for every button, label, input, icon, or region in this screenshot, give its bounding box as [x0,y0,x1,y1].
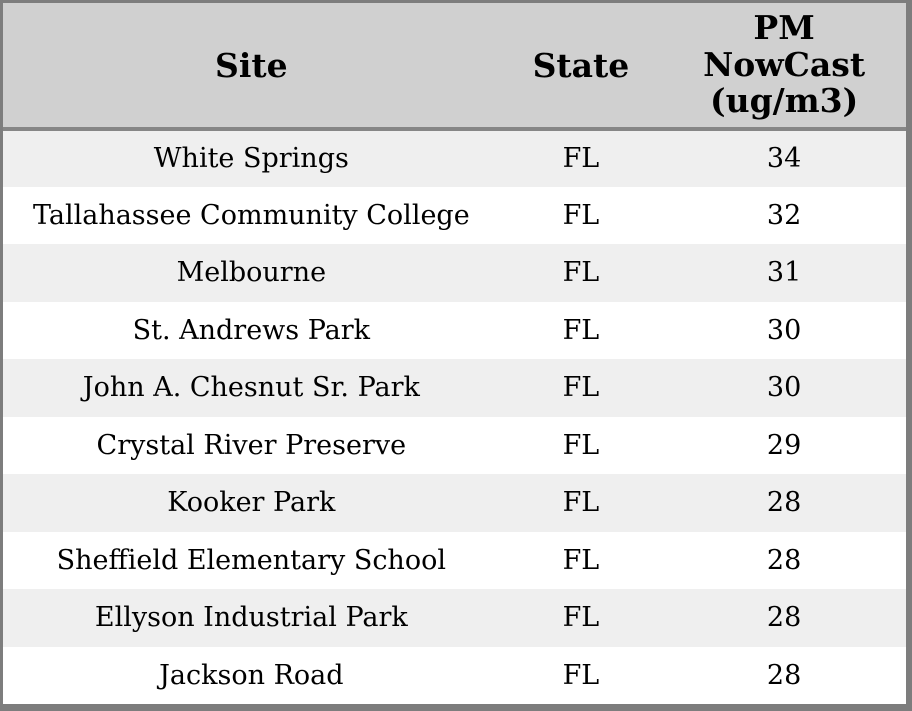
state-cell: FL [562,372,600,404]
state-cell: FL [562,199,600,231]
pm-cell: 30 [766,372,802,404]
table-row: Jackson Road FL 28 [3,646,906,704]
table-row: Melbourne FL 31 [3,244,906,302]
state-cell: FL [562,257,600,289]
site-cell: Ellyson Industrial Park [94,602,408,634]
column-header-state: State [499,3,663,131]
pm-cell: 32 [766,199,802,231]
state-cell: FL [562,314,600,346]
table-row: John A. Chesnut Sr. Park FL 30 [3,359,906,417]
pm-cell: 28 [766,487,802,519]
pm-cell: 28 [766,544,802,576]
site-cell: John A. Chesnut Sr. Park [82,372,420,404]
table-row: Crystal River Preserve FL 29 [3,416,906,474]
pm-cell: 28 [766,659,802,691]
site-cell: Crystal River Preserve [96,429,407,461]
table-row: Kooker Park FL 28 [3,474,906,532]
site-cell: Kooker Park [167,487,336,519]
state-cell: FL [562,544,600,576]
pm-cell: 30 [766,314,802,346]
column-header-site: Site [3,3,500,131]
table-row: Tallahassee Community College FL 32 [3,186,906,244]
state-cell: FL [562,602,600,634]
table-row: Ellyson Industrial Park FL 28 [3,589,906,647]
state-cell: FL [562,487,600,519]
pm-nowcast-table: Site State PM NowCast (ug/m3) White Spri… [3,3,906,704]
table-body: White Springs FL 34 Tallahassee Communit… [3,129,906,704]
site-cell: White Springs [153,143,349,175]
table-row: White Springs FL 34 [3,129,906,187]
site-cell: Sheffield Elementary School [56,544,446,576]
site-cell: Melbourne [176,257,327,289]
pm-cell: 31 [766,257,802,289]
site-cell: Jackson Road [159,659,344,691]
state-cell: FL [562,659,600,691]
table-row: St. Andrews Park FL 30 [3,301,906,359]
pm-cell: 28 [766,602,802,634]
site-cell: St. Andrews Park [132,314,371,346]
pm-cell: 34 [766,143,802,175]
table-row: Sheffield Elementary School FL 28 [3,531,906,589]
column-header-pm-nowcast: PM NowCast (ug/m3) [662,3,906,131]
table-header: Site State PM NowCast (ug/m3) [3,3,906,131]
state-cell: FL [562,143,600,175]
site-cell: Tallahassee Community College [32,199,470,231]
pm-cell: 29 [766,429,802,461]
header-row: Site State PM NowCast (ug/m3) [3,3,906,131]
state-cell: FL [562,429,600,461]
